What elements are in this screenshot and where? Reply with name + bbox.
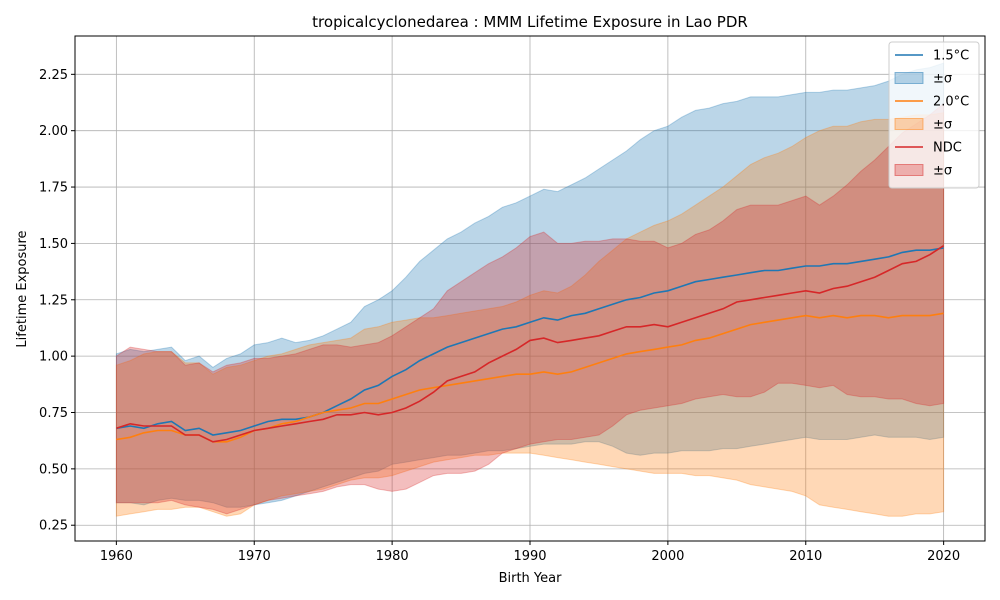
y-tick-label: 1.50 [39, 237, 68, 252]
y-tick-label: 2.00 [39, 124, 68, 139]
legend-label-2-0-c: 2.0°C [933, 95, 969, 110]
legend-band-label-1-5-c: ±σ [933, 72, 952, 87]
x-tick-label: 1980 [376, 549, 409, 564]
band-2-0-c [115, 112, 945, 517]
line-1-5-c [116, 247, 944, 436]
x-tick-label: 1960 [100, 549, 133, 564]
grid-lines [75, 36, 985, 541]
x-axis-ticks: 1960 1970 1980 1990 2000 2010 2020 [100, 541, 960, 564]
x-tick-label: 1990 [513, 549, 546, 564]
x-tick-label: 2020 [927, 549, 960, 564]
y-tick-label: 0.75 [39, 406, 68, 421]
uncertainty-bands [115, 62, 945, 517]
x-axis-title: Birth Year [499, 571, 563, 586]
y-tick-label: 0.25 [39, 519, 68, 534]
series-lines [116, 245, 945, 443]
y-tick-label: 1.75 [39, 181, 68, 196]
legend: 1.5°C ±σ 2.0°C ±σ NDC ±σ [888, 41, 980, 189]
legend-label-1-5-c: 1.5°C [933, 49, 969, 64]
y-axis-ticks: 0.25 0.50 0.75 1.00 1.25 1.50 1.75 2.00 2.25 [39, 68, 75, 534]
x-tick-label: 2010 [789, 549, 822, 564]
legend-box [888, 41, 980, 189]
y-tick-label: 1.00 [39, 350, 68, 365]
line-ndc [116, 245, 945, 443]
band-ndc [115, 102, 945, 515]
x-tick-label: 1970 [238, 549, 271, 564]
legend-band-1-5-c [894, 72, 924, 84]
legend-band-2-0-c [894, 118, 924, 130]
legend-band-label-2-0-c: ±σ [933, 118, 952, 133]
y-tick-label: 2.25 [39, 68, 68, 83]
x-tick-label: 2000 [651, 549, 684, 564]
y-tick-label: 0.50 [39, 462, 68, 477]
y-tick-label: 1.25 [39, 293, 68, 308]
legend-band-ndc [894, 164, 924, 176]
chart-title: tropicalcyclonedarea : MMM Lifetime Expo… [312, 13, 748, 31]
legend-label-ndc: NDC [933, 141, 962, 156]
y-axis-title: Lifetime Exposure [15, 230, 30, 347]
legend-band-label-ndc: ±σ [933, 164, 952, 179]
band-1-5-c [115, 62, 945, 508]
